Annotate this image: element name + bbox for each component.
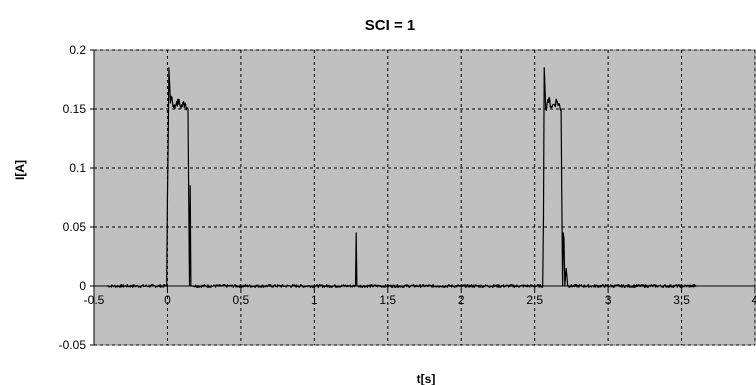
y-tick-label: 0	[79, 279, 86, 293]
x-tick-label: -0.5	[84, 293, 105, 307]
y-tick-label: -0.05	[59, 338, 87, 352]
x-tick-label: 3	[605, 293, 612, 307]
x-tick-label: 1.5	[379, 293, 396, 307]
x-tick-label: 4	[752, 293, 756, 307]
x-tick-label: 1	[311, 293, 318, 307]
x-tick-label: 0	[164, 293, 171, 307]
x-tick-label: 0.5	[233, 293, 250, 307]
y-tick-label: 0.1	[69, 161, 86, 175]
grid-lines	[94, 49, 756, 346]
x-tick-label: 2	[458, 293, 465, 307]
x-tick-label: 2.5	[526, 293, 543, 307]
series-line	[107, 67, 697, 288]
series-layer	[107, 67, 697, 288]
y-axis-label: I[A]	[13, 160, 27, 180]
y-tick-label: 0.05	[63, 220, 87, 234]
y-tick-label: 0.15	[63, 102, 87, 116]
y-tick-label: 0.2	[69, 43, 86, 57]
plot-area	[93, 49, 756, 346]
x-tick-label: 3.5	[673, 293, 690, 307]
chart-title: SCI = 1	[365, 17, 415, 34]
x-axis-label: t[s]	[417, 372, 436, 385]
